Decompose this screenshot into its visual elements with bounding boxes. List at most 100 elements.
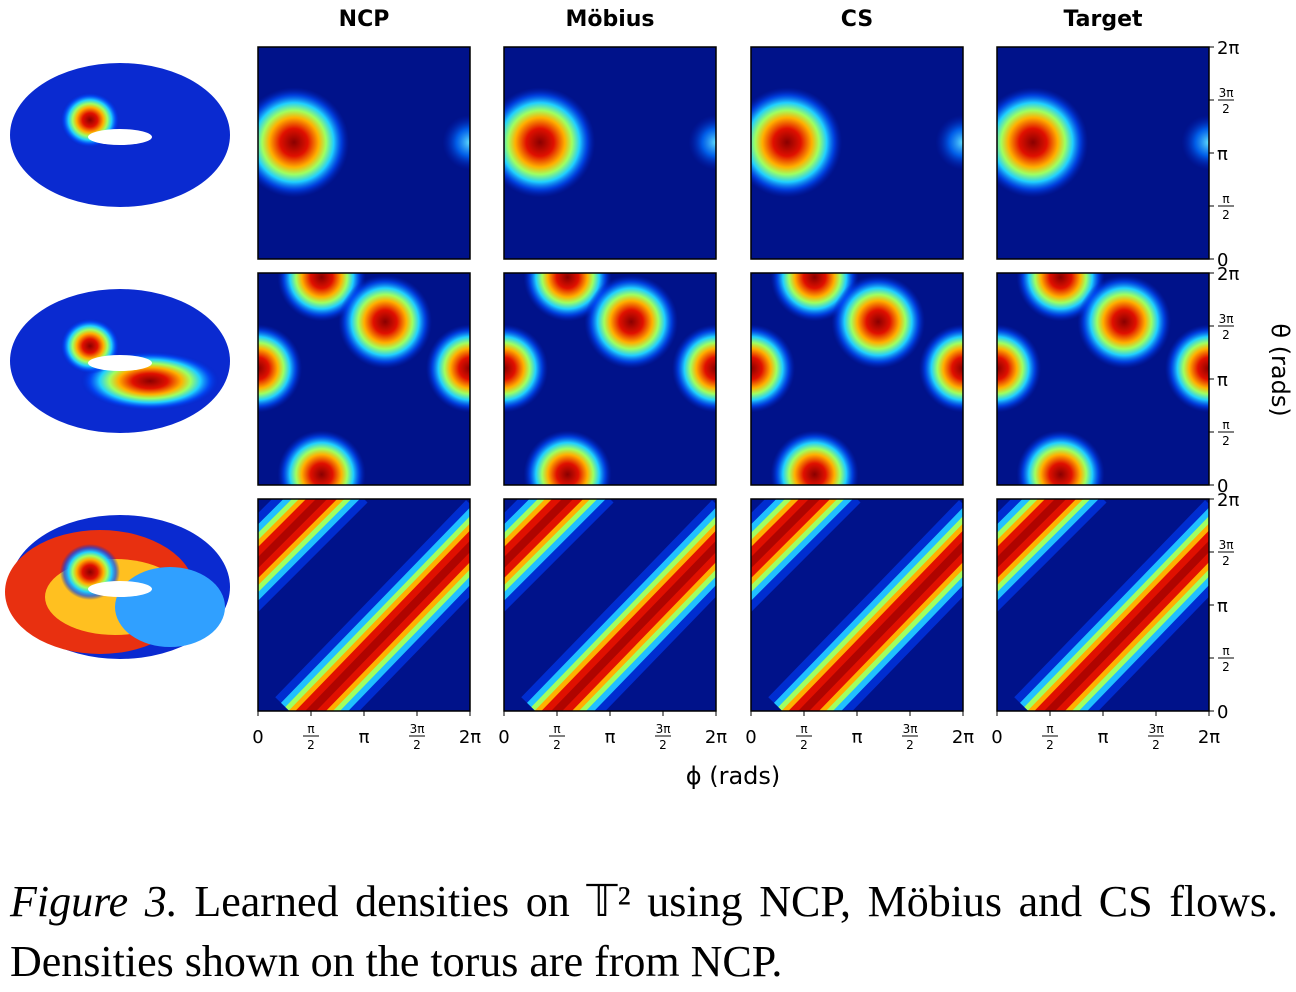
panel-frame xyxy=(503,272,717,486)
panel-frame xyxy=(750,46,964,260)
tick-numerator: 3π xyxy=(1219,538,1234,552)
heatmap-panels: NCP Möbius CS Target0π2π3π22π0π2π3π22π0π2π3… xyxy=(252,7,1239,752)
tick-numerator: 3π xyxy=(1149,722,1164,736)
tick-numerator: 3π xyxy=(1219,86,1234,100)
tick-label: 0 xyxy=(1217,702,1228,723)
tick-denominator: 2 xyxy=(659,738,667,752)
torus-density xyxy=(115,567,225,647)
tick-numerator: π xyxy=(1222,418,1229,432)
density-blob xyxy=(258,324,303,413)
tick-denominator: 2 xyxy=(413,738,421,752)
density-band xyxy=(551,540,716,711)
panel-frame xyxy=(257,272,471,486)
tick-label: 0 xyxy=(252,727,263,748)
density-blob xyxy=(1077,274,1172,369)
tick-label: 2π xyxy=(705,727,727,748)
tick-numerator: π xyxy=(1046,722,1053,736)
density-blob xyxy=(442,114,470,170)
tick-label: π xyxy=(359,727,370,748)
panel-frame xyxy=(503,46,717,260)
density-blob xyxy=(1164,324,1209,413)
tick-label: 0 xyxy=(991,727,1002,748)
torus-hole xyxy=(88,129,152,145)
tick-label: π xyxy=(1217,370,1228,391)
heatmap xyxy=(504,47,716,259)
density-blob xyxy=(584,274,679,369)
column-title: Target xyxy=(1063,7,1143,32)
tick-label: 2π xyxy=(1217,490,1239,511)
heatmap xyxy=(258,273,470,485)
tick-denominator: 2 xyxy=(553,738,561,752)
density-band xyxy=(258,499,328,569)
tick-label: π xyxy=(852,727,863,748)
tick-denominator: 2 xyxy=(1222,208,1230,222)
tick-label: 2π xyxy=(459,727,481,748)
tick-label: 0 xyxy=(498,727,509,748)
density-blob xyxy=(751,324,796,413)
column-title: Möbius xyxy=(565,7,654,32)
tick-denominator: 2 xyxy=(1222,328,1230,342)
panel-frame xyxy=(257,46,471,260)
caption-text: Learned densities on 𝕋² using NCP, Möbiu… xyxy=(10,877,1279,986)
caption: Figure 3. Learned densities on 𝕋² using … xyxy=(10,872,1278,992)
density-blob xyxy=(997,87,1089,198)
tick-label: 0 xyxy=(1217,476,1228,497)
tick-denominator: 2 xyxy=(1222,102,1230,116)
tick-denominator: 2 xyxy=(1222,554,1230,568)
panel-frame xyxy=(750,272,964,486)
torus-hole xyxy=(88,355,152,371)
density-band xyxy=(504,499,574,569)
tick-label: π xyxy=(1217,144,1228,165)
density-blob xyxy=(751,87,843,198)
density-blob xyxy=(770,430,859,485)
tick-denominator: 2 xyxy=(1152,738,1160,752)
tick-numerator: π xyxy=(800,722,807,736)
heatmap xyxy=(504,273,716,485)
density-blob xyxy=(258,87,350,198)
x-axis-label: ϕ (rads) xyxy=(686,762,781,790)
density-blob xyxy=(504,87,596,198)
tick-numerator: π xyxy=(1222,192,1229,206)
tick-label: 2π xyxy=(1217,264,1239,285)
density-blob xyxy=(425,324,470,413)
column-title: CS xyxy=(841,7,873,32)
heatmap xyxy=(997,47,1209,259)
tick-numerator: π xyxy=(1222,644,1229,658)
density-blob xyxy=(997,324,1042,413)
tick-denominator: 2 xyxy=(1046,738,1054,752)
heatmap xyxy=(258,499,470,711)
tick-label: π xyxy=(605,727,616,748)
tick-numerator: 3π xyxy=(656,722,671,736)
density-blob xyxy=(935,114,963,170)
density-band xyxy=(1044,540,1209,711)
tick-label: 2π xyxy=(952,727,974,748)
density-blob xyxy=(831,274,926,369)
density-blob xyxy=(1016,430,1105,485)
tick-label: 0 xyxy=(745,727,756,748)
torus-hole xyxy=(88,581,152,597)
tick-numerator: 3π xyxy=(903,722,918,736)
density-band xyxy=(997,499,1067,569)
density-band xyxy=(751,499,821,569)
density-blob xyxy=(338,274,433,369)
tick-label: 2π xyxy=(1198,727,1220,748)
density-blob xyxy=(1181,114,1209,170)
heatmap xyxy=(504,499,716,711)
column-title: NCP xyxy=(339,7,390,32)
heatmap xyxy=(258,47,470,259)
heatmap xyxy=(751,273,963,485)
tick-numerator: π xyxy=(307,722,314,736)
tick-numerator: 3π xyxy=(410,722,425,736)
density-blob xyxy=(523,430,612,485)
tick-denominator: 2 xyxy=(1222,660,1230,674)
figure: NCP Möbius CS Target0π2π3π22π0π2π3π22π0π2π3… xyxy=(5,7,1294,790)
heatmap xyxy=(997,273,1209,485)
density-blob xyxy=(504,324,549,413)
caption-label: Figure 3. xyxy=(10,877,178,926)
density-band xyxy=(798,540,963,711)
tick-label: π xyxy=(1098,727,1109,748)
density-blob xyxy=(671,324,716,413)
density-blob xyxy=(277,430,366,485)
tick-label: π xyxy=(1217,596,1228,617)
